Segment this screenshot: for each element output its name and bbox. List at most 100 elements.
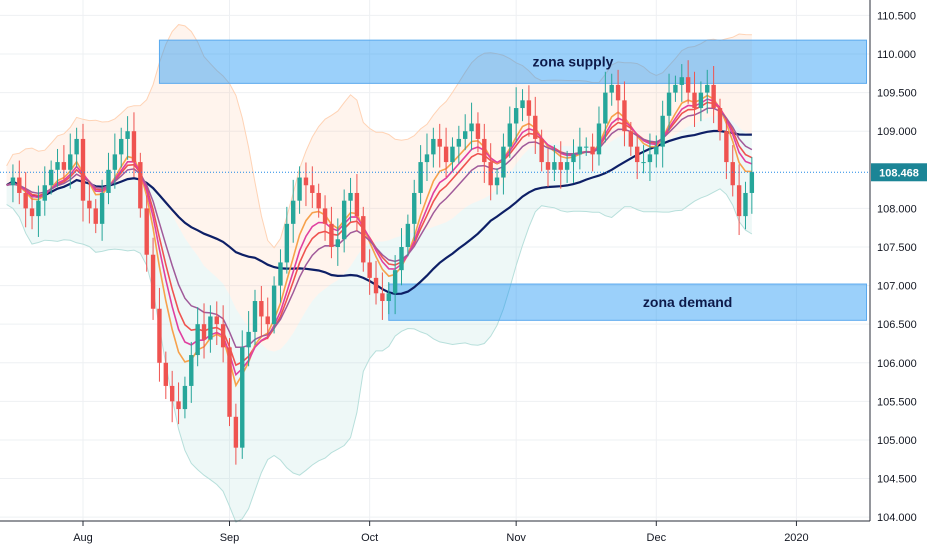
candle-body <box>596 123 602 155</box>
candle-body <box>724 131 729 163</box>
candle-body <box>233 416 239 448</box>
price-tick-label: 108.000 <box>877 203 917 215</box>
last-price-tag-background <box>871 163 927 182</box>
candle-body <box>354 192 360 217</box>
candle-body <box>513 108 519 124</box>
price-tick-label: 105.500 <box>877 396 917 408</box>
candle-body <box>303 177 309 186</box>
candle-body <box>392 270 398 294</box>
candle-body <box>482 138 487 163</box>
candle-body <box>698 92 704 109</box>
candle-body <box>437 138 442 147</box>
candle-body <box>685 77 691 93</box>
price-tick-label: 104.500 <box>877 474 917 486</box>
candle-body <box>48 169 54 186</box>
candle-body <box>622 100 627 132</box>
candle-body <box>463 131 468 139</box>
candle-body <box>590 146 595 155</box>
zone-label: zona demand <box>643 294 732 310</box>
candle-body <box>87 200 92 209</box>
candle-body <box>552 162 557 170</box>
candle-body <box>157 308 162 363</box>
candle-body <box>68 154 73 170</box>
candle-body <box>361 216 366 263</box>
price-tick-label: 106.000 <box>877 358 917 370</box>
candle-body <box>666 92 672 116</box>
candle-body <box>711 84 716 109</box>
candle-body <box>240 347 245 448</box>
candle-body <box>195 324 200 356</box>
price-tick-label: 110.500 <box>877 10 916 22</box>
candle-body <box>163 362 169 386</box>
time-tick-label: Aug <box>73 532 93 544</box>
candle-body <box>399 246 404 271</box>
time-axis[interactable]: AugSepOctNovDec2020Fe <box>73 521 932 544</box>
candle-body <box>61 162 67 170</box>
candle-body <box>150 254 156 309</box>
candle-body <box>125 131 130 139</box>
candle-body <box>386 293 391 302</box>
candle-body <box>310 185 315 193</box>
candle-body <box>316 192 321 209</box>
ma-purple-line <box>6 107 753 349</box>
candle-body <box>577 146 583 155</box>
candle-body <box>475 123 481 139</box>
candle-body <box>373 277 379 294</box>
candle-body <box>42 185 47 201</box>
candle-body <box>539 138 544 163</box>
candle-body <box>647 154 653 163</box>
time-tick-label: Nov <box>506 532 526 544</box>
ma-magenta-line <box>6 98 753 377</box>
zone-label: zona supply <box>533 54 614 70</box>
candle-body <box>131 131 137 163</box>
candle-body <box>545 162 551 170</box>
candle-body <box>284 223 290 263</box>
candle-body <box>571 154 576 163</box>
candle-body <box>730 162 735 186</box>
candle-body <box>246 331 251 348</box>
candle-body <box>278 262 283 286</box>
bollinger-bands <box>6 24 753 523</box>
candle-body <box>297 177 302 201</box>
last-price-tag: 108.468 <box>871 163 927 182</box>
time-tick-label: Sep <box>220 532 240 544</box>
candle-body <box>119 138 124 155</box>
candle-body <box>443 146 449 163</box>
price-tick-label: 109.000 <box>877 126 917 138</box>
candle-body <box>692 92 697 109</box>
candle-body <box>609 84 614 93</box>
zone-box <box>158 39 868 84</box>
last-price-label: 108.468 <box>879 167 919 179</box>
candle-body <box>412 192 417 224</box>
candle-body <box>488 162 493 186</box>
candle-body <box>17 177 22 193</box>
candle-body <box>341 200 347 240</box>
candle-body <box>36 200 41 217</box>
price-tick-label: 107.000 <box>877 281 917 293</box>
candle-body <box>654 146 659 155</box>
candle-body <box>673 84 678 93</box>
ma-slow-line <box>6 129 752 296</box>
candle-body <box>169 385 175 402</box>
price-tick-label: 104.000 <box>877 512 917 524</box>
candle-body <box>10 177 16 186</box>
supply-demand-zones: zona supply zona demand <box>158 39 868 321</box>
candle-body <box>227 347 232 417</box>
candle-body <box>99 192 105 224</box>
candle-body <box>717 108 723 132</box>
candle-body <box>418 162 423 193</box>
time-tick-label: 2020 <box>784 532 808 544</box>
candle-body <box>93 208 98 224</box>
ma-red-line <box>6 101 753 367</box>
candle-body <box>291 200 296 224</box>
candle-body <box>55 162 60 170</box>
candle-body <box>469 123 474 132</box>
candle-body <box>23 192 28 209</box>
candle-body <box>533 115 538 139</box>
price-axis[interactable]: 110.500 110.000 109.500 109.000 108.000 107.5… <box>877 10 917 524</box>
candle-body <box>456 138 462 147</box>
candle-body <box>112 154 118 170</box>
candle-body <box>80 138 86 201</box>
